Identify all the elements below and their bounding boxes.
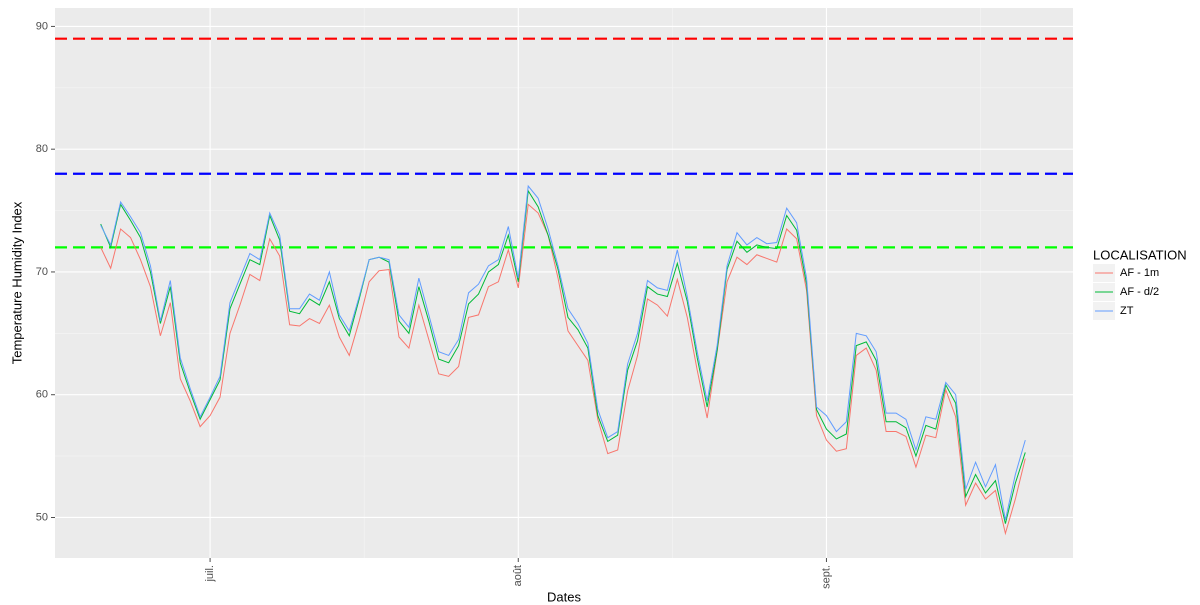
plot-panel bbox=[55, 8, 1073, 558]
series-line bbox=[100, 184, 1026, 521]
y-tick-label: 50 bbox=[36, 511, 48, 523]
x-tick-label: août bbox=[512, 565, 524, 586]
y-tick-label: 70 bbox=[36, 266, 48, 278]
y-tick-label: 80 bbox=[36, 143, 48, 155]
y-tick-label: 60 bbox=[36, 389, 48, 401]
series-line bbox=[100, 203, 1026, 536]
legend-label: AF - 1m bbox=[1120, 267, 1159, 279]
x-tick-label: juil. bbox=[204, 565, 216, 583]
series-line bbox=[100, 189, 1026, 524]
legend-label: AF - d/2 bbox=[1120, 286, 1159, 298]
legend-label: ZT bbox=[1120, 305, 1134, 317]
x-tick-label: sept. bbox=[820, 565, 832, 589]
panel-background bbox=[55, 8, 1073, 558]
y-tick-label: 90 bbox=[36, 20, 48, 32]
x-axis-title: Dates bbox=[547, 589, 581, 604]
y-axis-title: Temperature Humidity Index bbox=[9, 201, 24, 364]
legend-title: LOCALISATION bbox=[1093, 247, 1187, 262]
